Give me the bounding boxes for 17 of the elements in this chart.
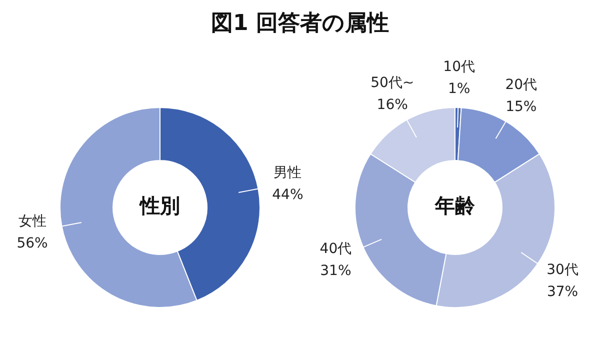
slice-label: 50代~ bbox=[370, 75, 414, 92]
data-label: 31% bbox=[320, 262, 352, 279]
slice-label: 40代 bbox=[320, 240, 352, 257]
data-label: 16% bbox=[376, 97, 408, 114]
data-label: 1% bbox=[448, 81, 470, 98]
slice-label: 20代 bbox=[505, 77, 538, 94]
text: 性別 bbox=[138, 194, 180, 218]
slice-label: 30代 bbox=[546, 262, 578, 278]
data-label: 56% bbox=[16, 236, 48, 252]
data-label: 15% bbox=[506, 99, 537, 116]
chart-title: 図1 回答者の属性 bbox=[210, 10, 390, 38]
slice-label: 男性 bbox=[274, 164, 302, 181]
data-label: 37% bbox=[546, 284, 578, 300]
slice-label: 10代 bbox=[443, 59, 475, 76]
data-label: 44% bbox=[272, 186, 304, 203]
text: 年齢 bbox=[434, 194, 476, 218]
slice-label: 女性 bbox=[18, 214, 46, 230]
